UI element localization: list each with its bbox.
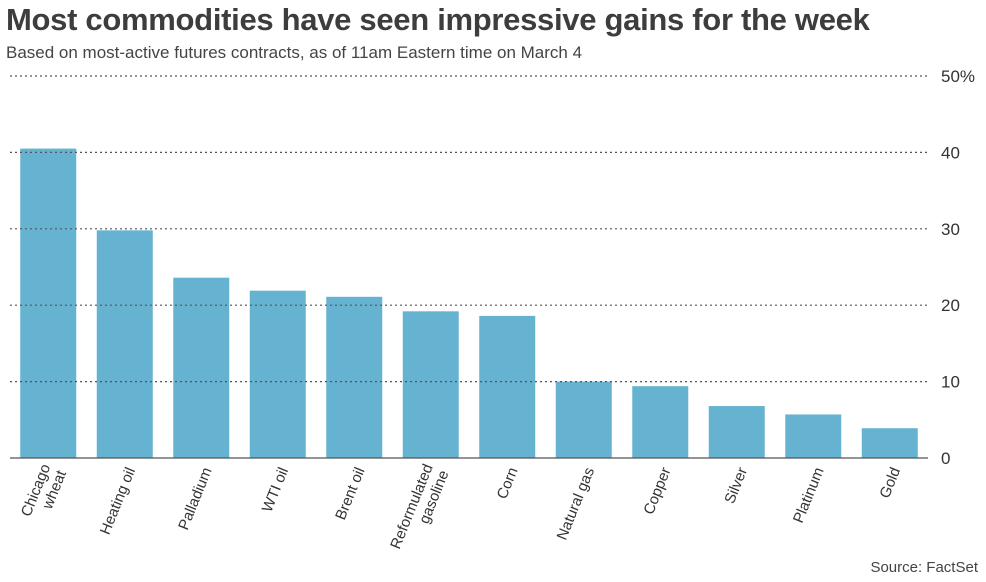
x-tick-label: WTI oil (259, 465, 292, 515)
x-tick-label: Palladium (175, 465, 215, 532)
bar (861, 428, 918, 458)
x-tick-label: Corn (494, 465, 522, 502)
y-tick-label: 0 (941, 449, 950, 468)
chart-title: Most commodities have seen impressive ga… (6, 2, 870, 37)
chart-subtitle: Based on most-active futures contracts, … (6, 43, 583, 62)
x-tick-label: Platinum (790, 465, 828, 525)
x-tick-label: Brent oil (332, 465, 368, 522)
x-tick-label: Natural gas (554, 465, 599, 543)
y-tick-label: 20 (941, 296, 960, 315)
bar (326, 296, 383, 458)
y-tick-label: 10 (941, 373, 960, 392)
bar (173, 277, 230, 458)
source-note: Source: FactSet (870, 559, 978, 576)
bar (249, 290, 306, 458)
y-tick-label: 50% (941, 67, 975, 86)
x-tick-label: Copper (640, 465, 674, 517)
bar (632, 386, 689, 458)
bar (402, 311, 459, 458)
x-tick-label: Gold (876, 465, 904, 501)
bar (785, 414, 842, 458)
y-tick-label: 40 (941, 143, 960, 162)
x-tick-label: Heating oil (97, 465, 139, 537)
x-tick-label: Silver (721, 465, 751, 506)
bar (708, 406, 765, 458)
x-tick-label: Reformulatedgasoline (387, 462, 452, 558)
bar (555, 381, 612, 458)
bar (479, 315, 536, 458)
y-tick-label: 30 (941, 220, 960, 239)
bar (96, 230, 153, 458)
x-tick-label: Chicagowheat (18, 461, 70, 526)
bar (20, 148, 77, 458)
